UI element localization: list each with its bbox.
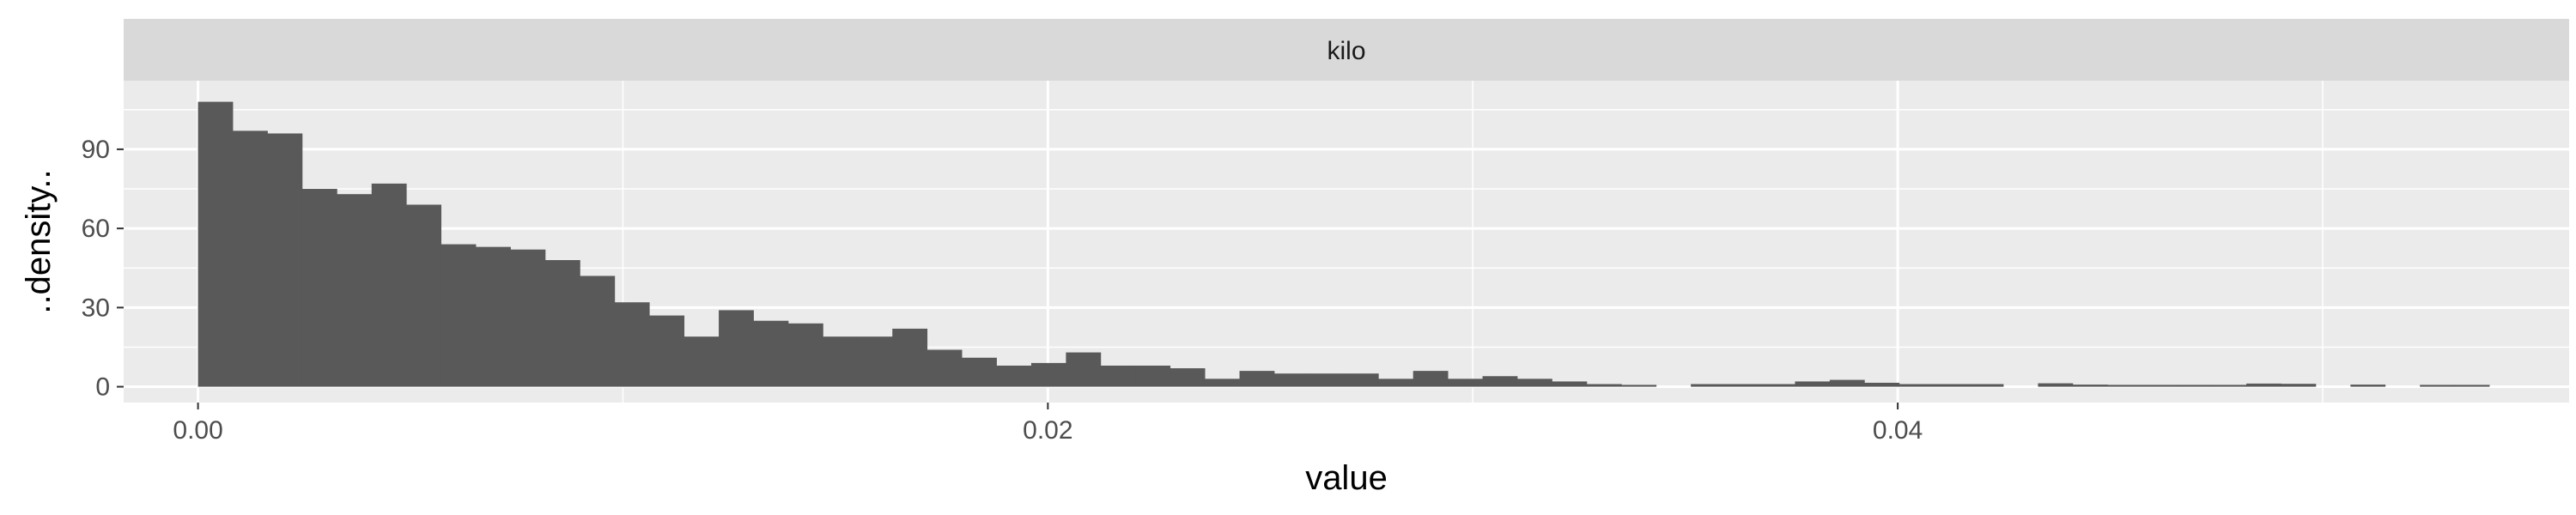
histogram-bar	[787, 323, 823, 387]
histogram-bar	[1066, 352, 1102, 387]
histogram-bar	[927, 349, 963, 387]
y-axis: 0 30 60 90	[82, 136, 124, 402]
histogram-bar	[233, 130, 268, 387]
histogram-bar	[371, 183, 407, 387]
histogram-bar	[2038, 383, 2074, 387]
facet-label: kilo	[1327, 37, 1365, 65]
histogram-bar	[1482, 376, 1518, 387]
histogram-bar	[301, 189, 337, 387]
histogram-bar	[1309, 373, 1345, 387]
histogram-bar	[1516, 379, 1552, 387]
histogram-bar	[1378, 379, 1414, 387]
histogram-bar	[1934, 384, 1969, 387]
y-tick-label: 60	[82, 215, 110, 243]
histogram-bar	[1239, 371, 1275, 387]
histogram-bar	[719, 310, 754, 387]
histogram-bar	[892, 328, 928, 387]
histogram-bar	[440, 244, 477, 387]
histogram-bar	[1343, 373, 1379, 387]
histogram-bar	[1100, 365, 1136, 387]
histogram-bar	[2246, 383, 2281, 387]
histogram-bar	[544, 260, 580, 387]
histogram-bar	[1586, 384, 1622, 387]
histogram-bar	[1829, 379, 1865, 387]
histogram-bar	[2350, 385, 2386, 387]
x-axis-title: value	[1305, 459, 1388, 497]
histogram-bar	[2142, 385, 2178, 387]
y-axis-title: ..density..	[20, 169, 58, 313]
histogram-bars	[197, 101, 2490, 387]
histogram-bar	[406, 204, 442, 387]
histogram-bar	[1205, 379, 1240, 387]
histogram-bar	[962, 357, 997, 387]
histogram-bar	[2211, 385, 2247, 387]
histogram-bar	[996, 365, 1032, 387]
histogram-bar	[1413, 371, 1449, 387]
histogram-bar	[683, 336, 720, 387]
histogram-bar	[1691, 384, 1726, 387]
histogram-bar	[1760, 384, 1795, 387]
histogram-bar	[476, 246, 511, 387]
histogram-bar	[1030, 362, 1066, 387]
histogram-bar	[2177, 385, 2213, 387]
histogram-bar	[1273, 373, 1309, 387]
x-axis: 0.00 0.02 0.04	[173, 403, 1923, 445]
histogram-bar	[2420, 385, 2456, 387]
histogram-bar	[2107, 385, 2143, 387]
histogram-bar	[1899, 384, 1935, 387]
y-tick-label: 90	[82, 136, 110, 164]
y-tick-label: 0	[95, 373, 110, 402]
histogram-bar	[1968, 384, 2004, 387]
histogram-bar	[1725, 384, 1761, 387]
histogram-bar	[1135, 365, 1171, 387]
histogram-bar	[1552, 381, 1588, 387]
histogram-bar	[2281, 384, 2317, 387]
histogram-bar	[649, 315, 685, 387]
histogram-bar	[1170, 368, 1206, 387]
histogram-bar	[857, 336, 893, 387]
histogram-bar	[197, 101, 234, 387]
histogram-bar	[580, 276, 616, 387]
histogram-bar	[510, 249, 546, 387]
histogram-bar	[2454, 385, 2490, 387]
histogram-bar	[1795, 381, 1831, 387]
histogram-bar	[823, 336, 859, 387]
x-tick-label: 0.00	[173, 416, 222, 445]
histogram-bar	[1448, 379, 1483, 387]
x-tick-label: 0.02	[1023, 416, 1072, 445]
histogram-bar	[1864, 382, 1900, 387]
y-tick-label: 30	[82, 294, 110, 322]
histogram-bar	[1621, 385, 1657, 387]
histogram-bar	[267, 133, 303, 387]
x-tick-label: 0.04	[1873, 416, 1923, 445]
histogram-bar	[2072, 385, 2108, 387]
histogram-bar	[614, 302, 650, 387]
histogram-bar	[753, 320, 789, 387]
histogram-bar	[337, 194, 373, 387]
strip-background	[124, 19, 2569, 81]
